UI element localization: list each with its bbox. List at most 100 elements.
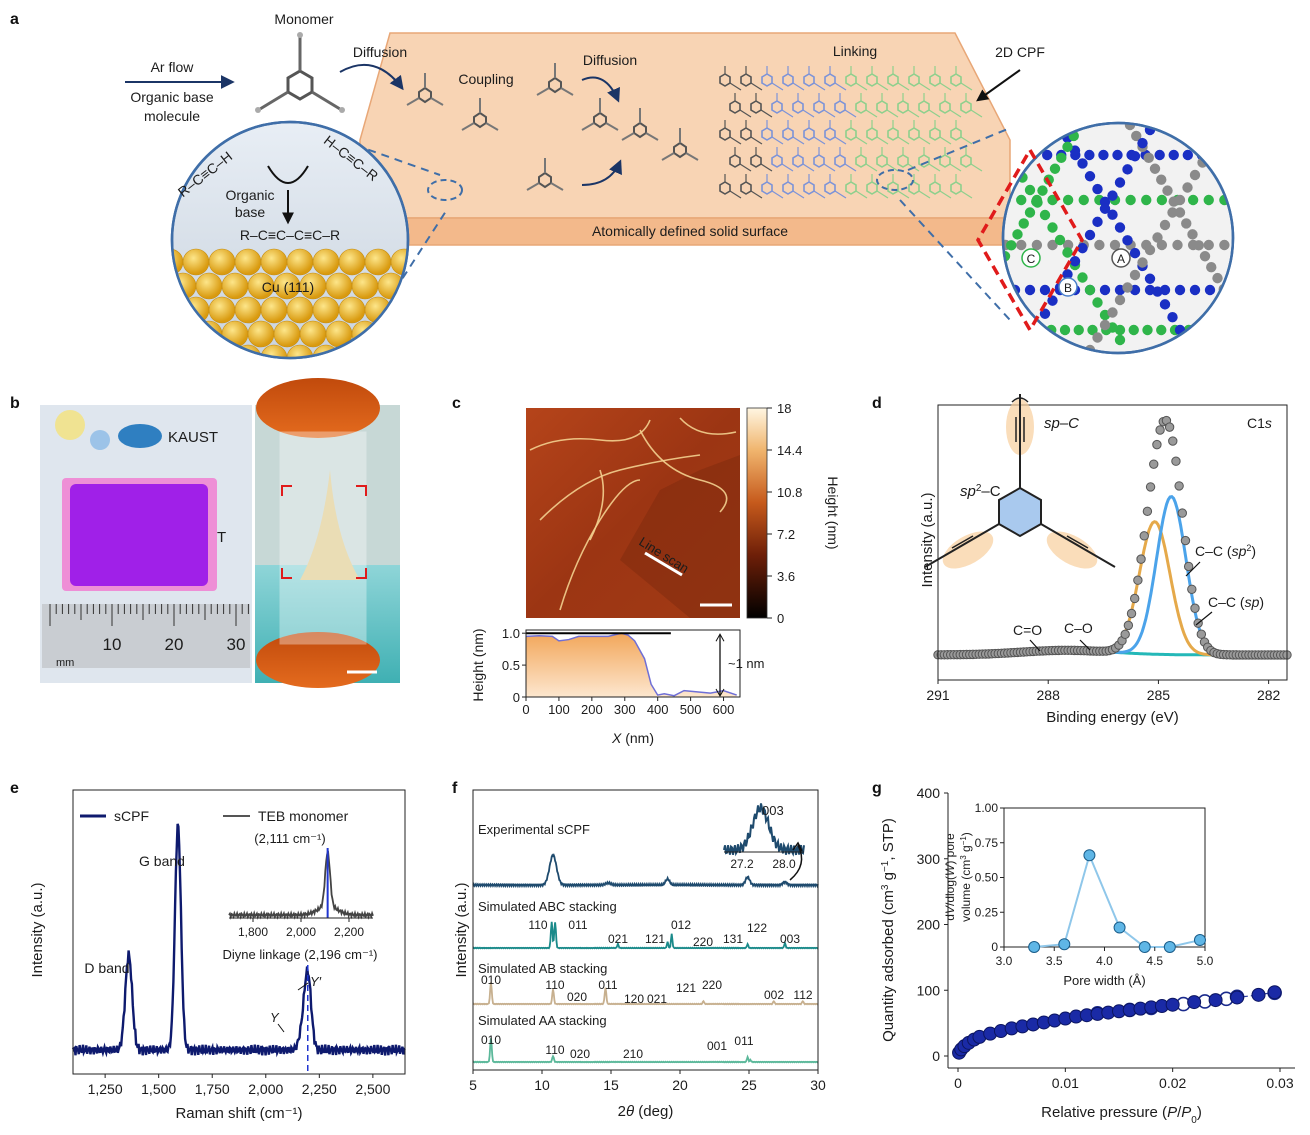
pore-point bbox=[1138, 941, 1151, 953]
lattice-atom bbox=[1039, 284, 1051, 296]
organic-base-line2: molecule bbox=[144, 108, 200, 124]
cu-atom bbox=[172, 248, 184, 276]
lattice-atom bbox=[1182, 182, 1193, 193]
legend-scpf-label: sCPF bbox=[114, 808, 149, 824]
x-tick-label: 5 bbox=[469, 1077, 477, 1093]
organic-base-line1: Organic base bbox=[130, 89, 213, 105]
cu-atom bbox=[377, 320, 405, 348]
network-node bbox=[824, 73, 836, 87]
coupling-molecule bbox=[418, 86, 432, 104]
lattice-atom bbox=[1172, 239, 1183, 251]
colorbar-tick-label: 3.6 bbox=[777, 569, 795, 584]
benzene-ring bbox=[998, 486, 1042, 538]
y-tick-label: 1.0 bbox=[502, 626, 520, 641]
lattice-atom bbox=[1224, 324, 1233, 336]
lattice-atom bbox=[1167, 207, 1178, 218]
lattice-atom bbox=[1039, 209, 1051, 221]
network-node bbox=[740, 127, 752, 141]
lattice-atom bbox=[1167, 311, 1178, 323]
lattice-atom bbox=[1203, 239, 1214, 251]
linking-label: Linking bbox=[833, 43, 877, 59]
x-tick-label: 100 bbox=[548, 702, 570, 717]
pore-point bbox=[1028, 941, 1041, 953]
network-node bbox=[740, 181, 752, 195]
lattice-atom bbox=[1062, 247, 1073, 258]
reaction-bubble: R–C≡C–H H–C≡C–R Organic base R–C≡C–C≡C–R… bbox=[170, 120, 456, 360]
abc-label: Simulated ABC stacking bbox=[478, 899, 617, 914]
cu-atom bbox=[299, 320, 327, 348]
x-tick-label: 500 bbox=[680, 702, 702, 717]
coupling-molecule bbox=[473, 111, 487, 129]
zoom-region-right bbox=[876, 169, 914, 191]
ab-trace bbox=[472, 982, 819, 1006]
y-axis-label: Height (nm) bbox=[470, 628, 486, 701]
c-double-o-label: C=O bbox=[1013, 622, 1042, 638]
lattice-atom bbox=[1062, 239, 1074, 251]
x-axis-label: Relative pressure (P/P0) bbox=[1041, 1104, 1202, 1126]
monomer-label: Monomer bbox=[274, 11, 333, 27]
cu-atom bbox=[234, 344, 262, 358]
cu-atom bbox=[430, 273, 456, 299]
measured-point bbox=[1130, 593, 1140, 604]
panel-e: e 1,250 1,500 1,750 2,000 2,250 2,500 Raman sh… bbox=[10, 780, 406, 1122]
base-label: base bbox=[235, 204, 266, 220]
panel-label-d: d bbox=[872, 395, 882, 412]
x-tick-label: 10 bbox=[534, 1077, 550, 1093]
x-tick-label: 2,500 bbox=[355, 1081, 390, 1097]
chart-f-xrd: 5 10 15 20 25 30 2θ (deg) Intensity (a.u.) Exper… bbox=[453, 789, 826, 1120]
lattice-atom bbox=[1168, 149, 1179, 161]
y-tick-label: 100 bbox=[917, 982, 941, 998]
network-node bbox=[908, 181, 920, 195]
ab-index-label: 002 bbox=[764, 988, 784, 1002]
measured-point bbox=[1136, 554, 1146, 564]
experimental-trace bbox=[472, 853, 819, 889]
network-node bbox=[761, 181, 773, 195]
lattice-atom bbox=[1112, 149, 1123, 161]
surface-slab bbox=[359, 32, 1011, 219]
adsorption-point bbox=[1251, 987, 1266, 1002]
wafer-bottom bbox=[256, 632, 380, 688]
panel-g: g 0 0.01 0.02 0.03 0 100 200 300 400 Relative pre… bbox=[872, 780, 1295, 1126]
pore-point bbox=[1083, 849, 1096, 862]
cu-atom bbox=[364, 344, 392, 358]
lattice-atom bbox=[1137, 257, 1148, 268]
network-node bbox=[740, 73, 752, 87]
red-corners bbox=[281, 485, 367, 579]
colorbar-tick-label: 7.2 bbox=[777, 527, 795, 542]
lattice-atom bbox=[1049, 163, 1061, 174]
network-node bbox=[803, 181, 815, 195]
inset-x-label: Pore width (Å) bbox=[1063, 973, 1145, 988]
lattice-atom bbox=[1197, 324, 1208, 336]
cu-atom bbox=[234, 248, 262, 276]
lattice-atom bbox=[1129, 151, 1141, 162]
network-node bbox=[887, 127, 899, 141]
ab-index-label: 021 bbox=[647, 992, 667, 1006]
network-node bbox=[939, 154, 951, 168]
aa-label: Simulated AA stacking bbox=[478, 1013, 607, 1028]
measured-point bbox=[1168, 436, 1178, 446]
cu-atom bbox=[195, 272, 223, 300]
afm-fiber bbox=[539, 454, 701, 521]
x-tick-label: 291 bbox=[926, 687, 950, 703]
raman-spectrum bbox=[71, 823, 406, 1058]
abc-index-label: 110 bbox=[528, 918, 547, 932]
y-tick-label: 0 bbox=[932, 1048, 940, 1064]
network-node bbox=[855, 154, 867, 168]
cu-atom bbox=[286, 344, 314, 358]
inset-x-tick: 4.5 bbox=[1146, 954, 1163, 968]
ruler bbox=[42, 604, 250, 668]
lattice-atom bbox=[1235, 240, 1245, 250]
x-tick-label: 1,250 bbox=[88, 1081, 123, 1097]
adsorption-point bbox=[1165, 997, 1180, 1012]
cu-atom bbox=[390, 296, 408, 324]
inset-y-tick: 0 bbox=[991, 940, 998, 954]
teb-inset-spectrum bbox=[228, 850, 374, 920]
y-tick-label: 0.5 bbox=[502, 658, 520, 673]
cu-atom bbox=[208, 344, 236, 358]
x-tick-label: 2,000 bbox=[248, 1081, 283, 1097]
abc-index-label: 131 bbox=[723, 932, 743, 946]
x-tick-label: 25 bbox=[741, 1077, 757, 1093]
lattice-atom bbox=[1062, 141, 1073, 153]
aa-trace bbox=[472, 1038, 819, 1064]
y-tick-label: 400 bbox=[917, 785, 941, 801]
